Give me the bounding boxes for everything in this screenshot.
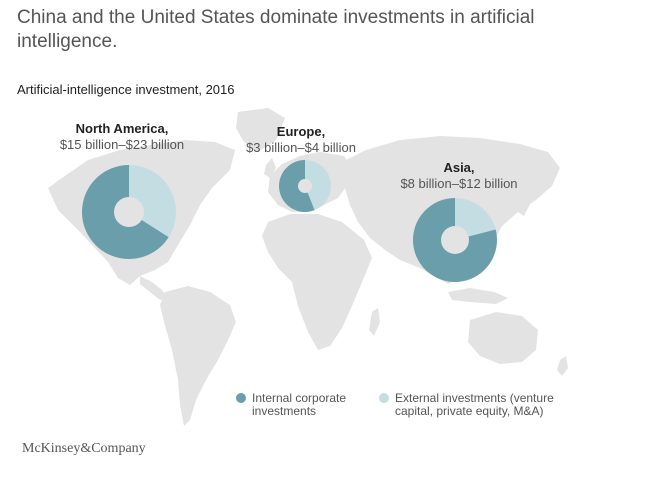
region-range-north-america: $15 billion–$23 billion [60, 137, 184, 152]
map-uk [264, 158, 276, 178]
region-name-asia: Asia, [443, 160, 474, 175]
map-new-zealand [557, 356, 568, 376]
map-africa [262, 214, 372, 350]
legend-item-internal: Internal corporate investments [236, 392, 361, 418]
legend-label-external: External investments (venture capital, p… [395, 391, 554, 418]
map-south-america [160, 286, 236, 426]
world-map-background [48, 108, 568, 426]
region-name-europe: Europe, [277, 124, 325, 139]
map-indonesia [448, 288, 508, 304]
map-japan [518, 188, 532, 216]
map-australia [468, 312, 538, 364]
legend-swatch-external [379, 393, 389, 403]
region-range-asia: $8 billion–$12 billion [400, 176, 517, 191]
region-name-north-america: North America, [76, 121, 169, 136]
map-central-america [140, 276, 168, 300]
donut-slice-external-europe [305, 159, 331, 211]
map-greenland [236, 108, 285, 152]
donut-slice-internal-europe [279, 160, 315, 212]
donut-hole-europe [298, 179, 312, 193]
legend-label-internal: Internal corporate investments [252, 391, 347, 418]
legend: Internal corporate investments External … [236, 392, 596, 418]
donut-slice-external-asia [455, 198, 496, 240]
mckinsey-logo: McKinsey&Company [22, 441, 146, 456]
donut-hole-north-america [114, 197, 144, 227]
map-madagascar [369, 308, 380, 336]
chart-subtitle: Artificial-intelligence investment, 2016 [17, 82, 235, 97]
legend-item-external: External investments (venture capital, p… [379, 392, 579, 418]
donut-hole-asia [441, 226, 469, 254]
legend-swatch-internal [236, 393, 246, 403]
chart-title: China and the United States dominate inv… [17, 7, 535, 52]
region-range-europe: $3 billion–$4 billion [246, 140, 356, 155]
